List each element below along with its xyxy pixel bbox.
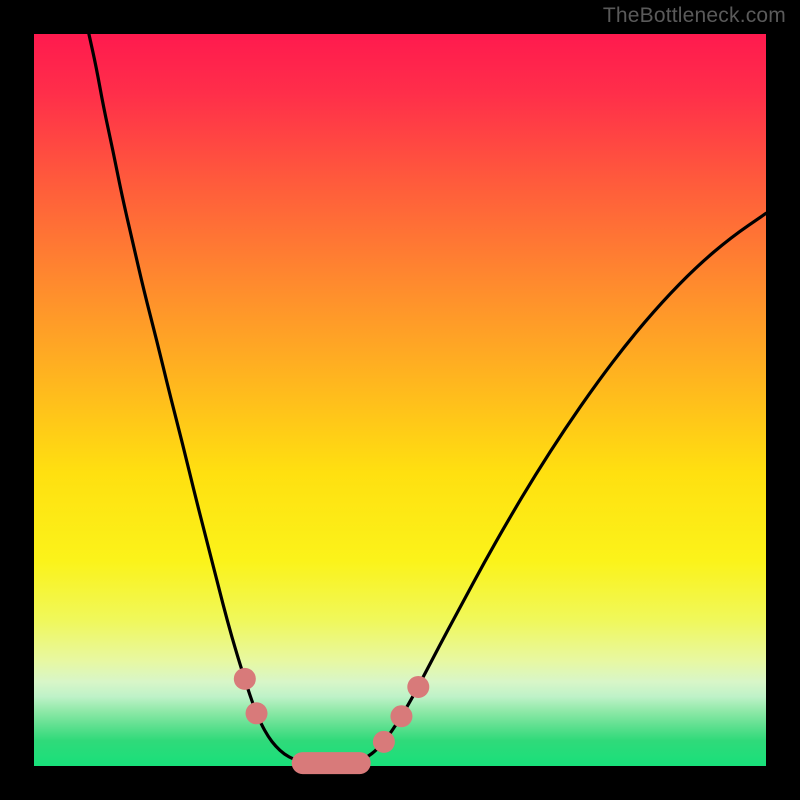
left-dot-lower xyxy=(246,702,268,724)
right-dot-3 xyxy=(407,676,429,698)
bottom-bar xyxy=(292,752,371,774)
curves-layer xyxy=(34,34,766,766)
right-dot-1 xyxy=(373,731,395,753)
stage: TheBottleneck.com xyxy=(0,0,800,800)
curves-group xyxy=(89,34,766,764)
left-dot-upper xyxy=(234,668,256,690)
watermark-text: TheBottleneck.com xyxy=(603,4,786,28)
plot-area xyxy=(34,34,766,766)
right-dot-2 xyxy=(390,705,412,727)
left-curve xyxy=(89,34,312,764)
pills-group xyxy=(234,668,429,774)
